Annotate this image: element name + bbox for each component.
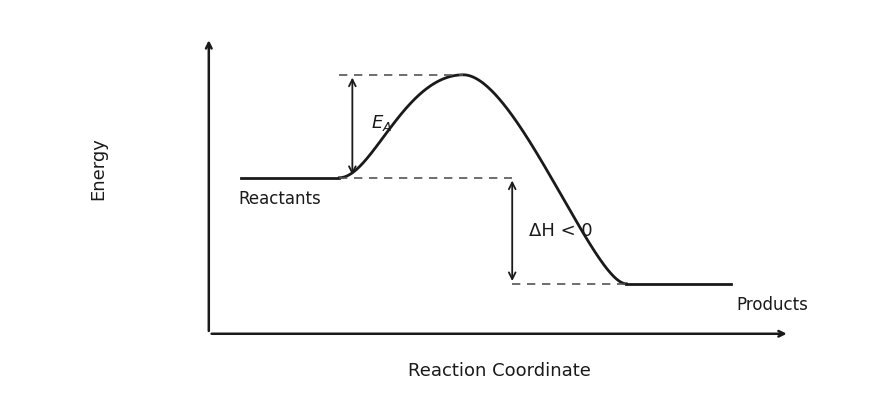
Text: $E_A$: $E_A$ xyxy=(370,113,391,133)
Text: Reactants: Reactants xyxy=(238,190,321,208)
Text: Products: Products xyxy=(735,296,807,314)
Text: Reaction Coordinate: Reaction Coordinate xyxy=(408,362,590,380)
Text: Energy: Energy xyxy=(89,137,107,200)
Text: ΔH < 0: ΔH < 0 xyxy=(527,222,592,240)
